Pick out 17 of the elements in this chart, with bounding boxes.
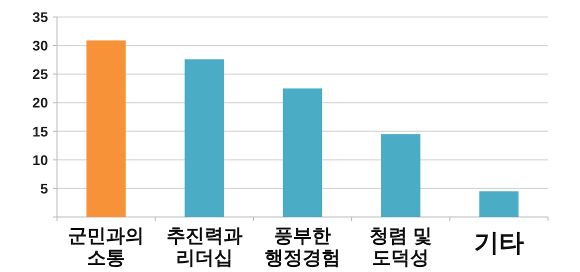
y-tick-label: 10 [32,152,48,168]
bar [86,40,126,217]
y-tick-label: 20 [32,94,48,111]
y-tick-label: 30 [32,38,48,54]
x-tick-label: 군민과의 소통 [68,226,144,269]
x-tick-label: 기타 [474,229,524,257]
y-tick-label: 5 [40,180,48,196]
x-tick-label: 풍부한 행정경험 [264,226,340,269]
bar [479,191,519,217]
bar [381,134,420,217]
bar [282,88,322,217]
bar [184,59,224,217]
y-tick-label: 15 [32,123,48,140]
x-tick-label: 청렴 및 도덕성 [370,226,432,269]
y-tick-label: 35 [32,9,48,25]
x-tick-label: 추진력과 리더십 [166,226,242,269]
y-tick-label: 25 [32,66,48,82]
